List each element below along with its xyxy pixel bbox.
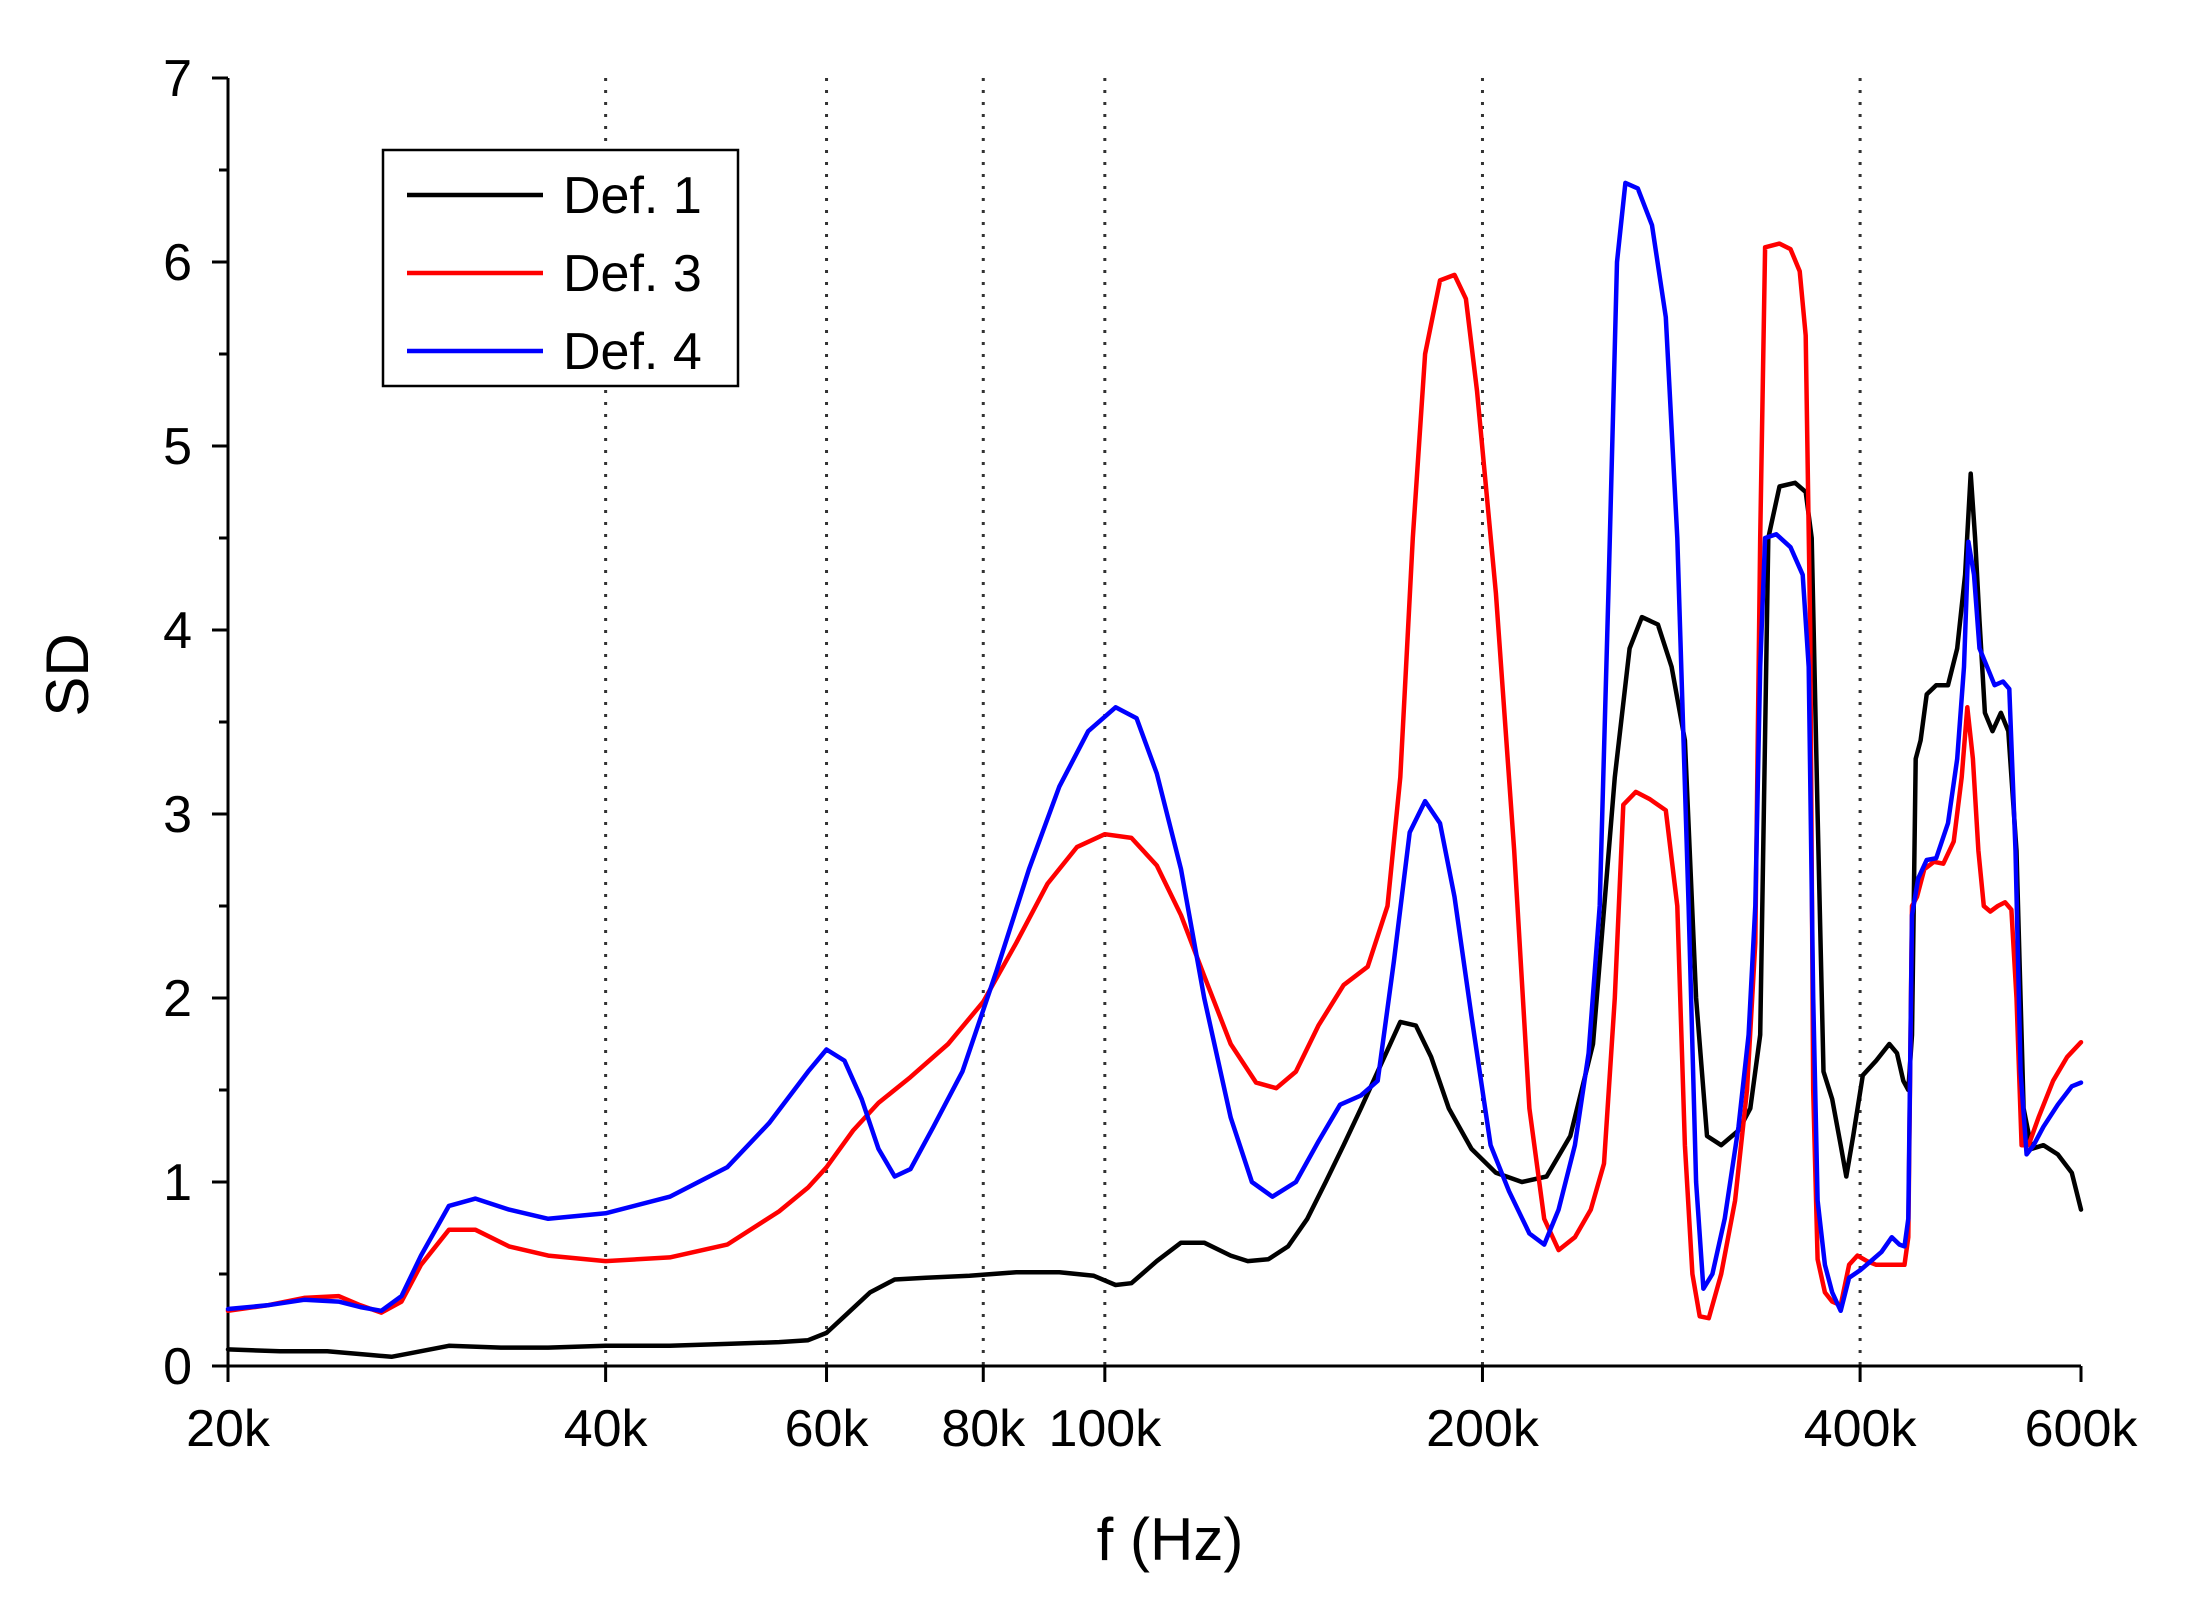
legend-label: Def. 4 bbox=[563, 323, 702, 381]
x-tick-label: 200k bbox=[1426, 1400, 1540, 1458]
vertical-dotted-gridlines bbox=[604, 78, 1862, 1366]
x-tick-label: 600k bbox=[2025, 1400, 2139, 1458]
x-tick-label: 60k bbox=[785, 1400, 870, 1458]
series-lines bbox=[225, 180, 2084, 1360]
y-tick-label: 0 bbox=[163, 1338, 192, 1396]
x-tick-label: 40k bbox=[564, 1400, 649, 1458]
x-tick-label: 100k bbox=[1048, 1400, 1162, 1458]
x-tick-label: 20k bbox=[186, 1400, 271, 1458]
y-tick-label: 1 bbox=[163, 1154, 192, 1212]
legend: Def. 1 Def. 3 Def. 4 bbox=[381, 148, 740, 388]
series-line-def-3 bbox=[225, 241, 2084, 1321]
series-line-def-1 bbox=[225, 471, 2084, 1360]
legend-label: Def. 1 bbox=[563, 167, 702, 225]
legend-box bbox=[381, 148, 740, 388]
ticks: 20k 40k 60k 80k 100k 200k 400k 600k 0 1 2 3 4 5 6 7 bbox=[163, 50, 2138, 1458]
y-tick-label: 7 bbox=[163, 50, 192, 108]
x-tick-label: 400k bbox=[1804, 1400, 1918, 1458]
y-tick-label: 4 bbox=[163, 602, 192, 660]
y-tick-label: 2 bbox=[163, 970, 192, 1028]
x-tick-label: 80k bbox=[941, 1400, 1026, 1458]
legend-label: Def. 3 bbox=[563, 245, 702, 303]
y-axis-title: SD bbox=[34, 633, 101, 716]
y-tick-label: 6 bbox=[163, 234, 192, 292]
x-axis-title: f (Hz) bbox=[1097, 1506, 1244, 1573]
y-tick-label: 5 bbox=[163, 418, 192, 476]
y-tick-label: 3 bbox=[163, 786, 192, 844]
series-line-def-4 bbox=[225, 180, 2084, 1314]
